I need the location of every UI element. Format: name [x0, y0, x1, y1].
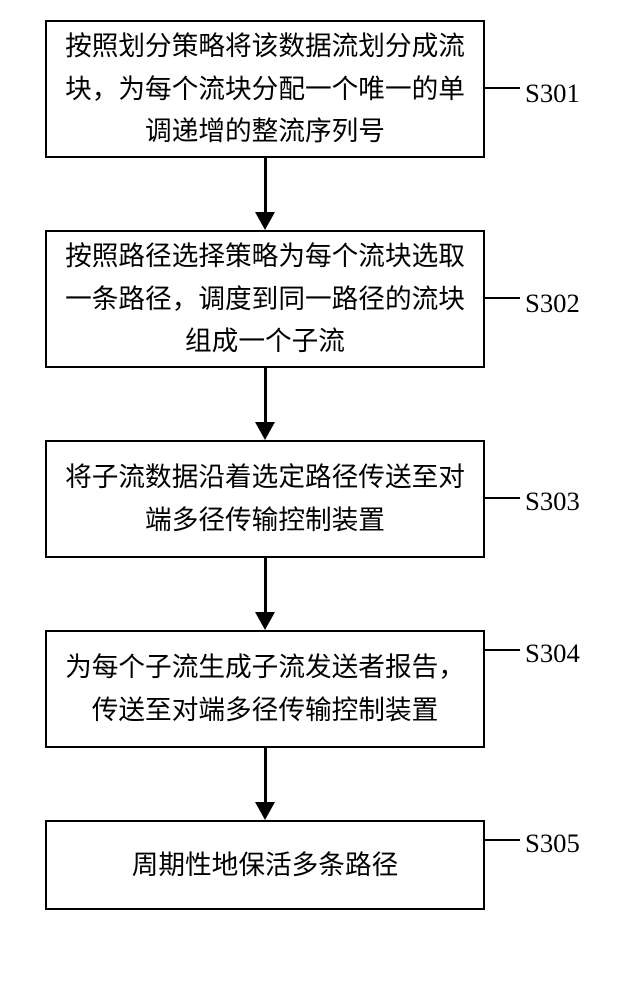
flowchart-canvas: 按照划分策略将该数据流划分成流块，为每个流块分配一个唯一的单调递增的整流序列号 S…: [0, 0, 623, 1000]
flowchart-node-text: 为每个子流生成子流发送者报告，传送至对端多径传输控制装置: [57, 646, 473, 731]
label-connector: [485, 839, 520, 841]
flowchart-node-s302: 按照路径选择策略为每个流块选取一条路径，调度到同一路径的流块组成一个子流: [45, 230, 485, 368]
flowchart-step-label-s304: S304: [525, 638, 580, 669]
flowchart-step-label-s305: S305: [525, 828, 580, 859]
flowchart-node-s305: 周期性地保活多条路径: [45, 820, 485, 910]
arrow-head-icon: [255, 802, 275, 820]
arrow-shaft: [264, 368, 267, 422]
arrow-head-icon: [255, 212, 275, 230]
flowchart-node-text: 周期性地保活多条路径: [132, 844, 399, 887]
flowchart-step-label-s301: S301: [525, 78, 580, 109]
arrow-head-icon: [255, 422, 275, 440]
flowchart-node-s304: 为每个子流生成子流发送者报告，传送至对端多径传输控制装置: [45, 630, 485, 748]
label-connector: [485, 87, 520, 89]
arrow-shaft: [264, 748, 267, 802]
flowchart-node-s303: 将子流数据沿着选定路径传送至对端多径传输控制装置: [45, 440, 485, 558]
flowchart-node-text: 按照路径选择策略为每个流块选取一条路径，调度到同一路径的流块组成一个子流: [57, 235, 473, 363]
arrow-shaft: [264, 158, 267, 212]
label-connector: [485, 297, 520, 299]
label-connector: [485, 649, 520, 651]
arrow-shaft: [264, 558, 267, 612]
flowchart-node-s301: 按照划分策略将该数据流划分成流块，为每个流块分配一个唯一的单调递增的整流序列号: [45, 20, 485, 158]
label-connector: [485, 497, 520, 499]
flowchart-step-label-s303: S303: [525, 486, 580, 517]
flowchart-step-label-s302: S302: [525, 288, 580, 319]
arrow-head-icon: [255, 612, 275, 630]
flowchart-node-text: 将子流数据沿着选定路径传送至对端多径传输控制装置: [57, 456, 473, 541]
flowchart-node-text: 按照划分策略将该数据流划分成流块，为每个流块分配一个唯一的单调递增的整流序列号: [57, 25, 473, 153]
